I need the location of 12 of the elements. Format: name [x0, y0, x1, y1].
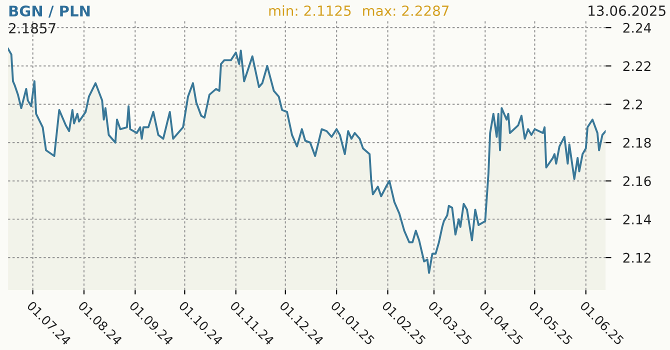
text: min: 2.1125 — [269, 5, 351, 16]
chart-title: BGN / PLN — [9, 6, 90, 18]
annotation: 2.1857 — [9, 22, 56, 34]
text: 13.06.2025 — [588, 5, 666, 16]
y-tick-label: 2.14 — [623, 214, 651, 224]
y-tick-label: 2.24 — [623, 22, 651, 33]
y-tick-label: 2.12 — [623, 252, 650, 263]
text: max: 2.2287 — [363, 5, 449, 16]
y-tick-label: 2.18 — [623, 138, 651, 148]
y-tick-label: 2.16 — [623, 176, 651, 186]
y-tick-label: 2.2 — [623, 99, 642, 110]
y-tick-label: 2.22 — [623, 61, 650, 71]
